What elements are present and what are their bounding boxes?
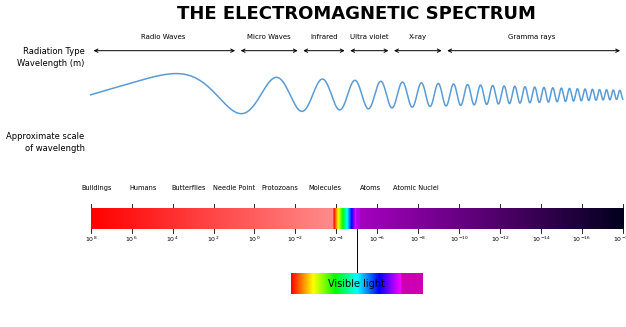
Text: $10^{-18}$: $10^{-18}$ <box>613 235 626 244</box>
Text: Needle Point: Needle Point <box>213 185 255 191</box>
Text: Ultra violet: Ultra violet <box>350 34 389 40</box>
Text: $10^{0}$: $10^{0}$ <box>249 235 260 244</box>
Text: $10^{-10}$: $10^{-10}$ <box>449 235 469 244</box>
Text: $10^{8}$: $10^{8}$ <box>85 235 97 244</box>
Text: Butterflies: Butterflies <box>171 185 205 191</box>
Text: Protozoans: Protozoans <box>261 185 298 191</box>
Text: Gramma rays: Gramma rays <box>508 34 556 40</box>
Text: X-ray: X-ray <box>409 34 427 40</box>
Text: $10^{-16}$: $10^{-16}$ <box>573 235 592 244</box>
Text: Approximate scale
of wavelength: Approximate scale of wavelength <box>6 132 85 153</box>
Text: Molecules: Molecules <box>309 185 342 191</box>
Text: $10^{-8}$: $10^{-8}$ <box>410 235 426 244</box>
Text: Buildings: Buildings <box>82 185 112 191</box>
Text: $10^{-6}$: $10^{-6}$ <box>369 235 386 244</box>
Text: $10^{-12}$: $10^{-12}$ <box>491 235 510 244</box>
Text: Micro Waves: Micro Waves <box>247 34 291 40</box>
Text: $10^{6}$: $10^{6}$ <box>125 235 138 244</box>
Text: Humans: Humans <box>129 185 156 191</box>
Text: Radiation Type
Wavelength (m): Radiation Type Wavelength (m) <box>17 47 85 68</box>
Text: THE ELECTROMAGNETIC SPECTRUM: THE ELECTROMAGNETIC SPECTRUM <box>177 5 536 23</box>
Text: $10^{-2}$: $10^{-2}$ <box>287 235 304 244</box>
Text: $10^{-4}$: $10^{-4}$ <box>328 235 344 244</box>
Text: Infrared: Infrared <box>310 34 338 40</box>
Text: $10^{2}$: $10^{2}$ <box>207 235 220 244</box>
Text: Atomic Nuclei: Atomic Nuclei <box>393 185 439 191</box>
Text: $10^{4}$: $10^{4}$ <box>167 235 179 244</box>
Text: Atoms: Atoms <box>360 185 381 191</box>
Text: Radio Waves: Radio Waves <box>141 34 185 40</box>
Text: $10^{-14}$: $10^{-14}$ <box>531 235 550 244</box>
